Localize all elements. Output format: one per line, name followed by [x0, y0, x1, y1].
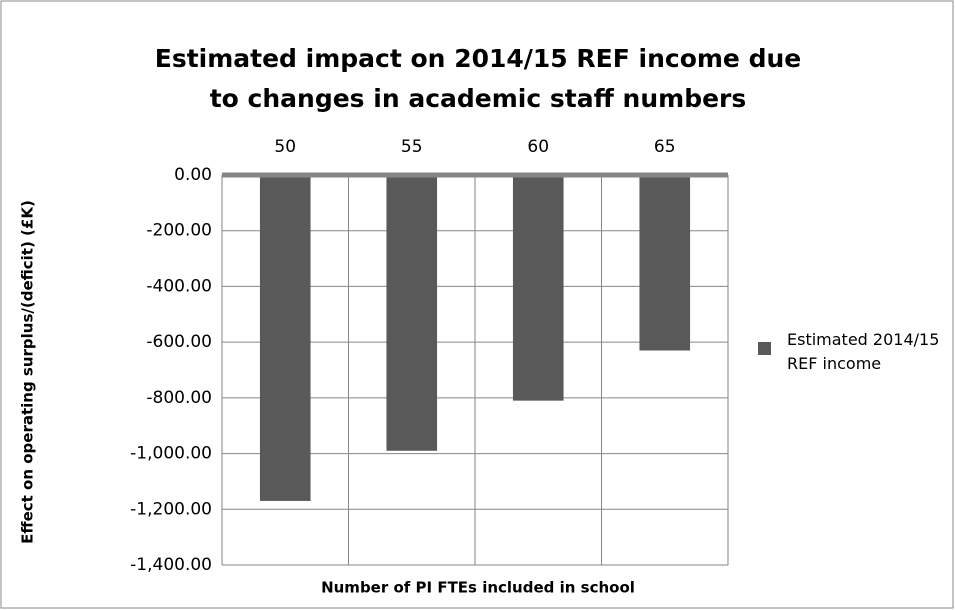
legend-label: Estimated 2014/15 REF income — [787, 330, 940, 373]
y-tick-label: -1,000.00 — [130, 444, 212, 464]
y-tick-label: -400.00 — [146, 276, 212, 296]
y-tick-label: -800.00 — [146, 388, 212, 408]
chart-title: Estimated impact on 2014/15 REF income d… — [155, 44, 801, 113]
y-tick-label: -600.00 — [146, 332, 212, 352]
bar — [386, 175, 438, 451]
y-tick-label: -1,200.00 — [130, 499, 212, 519]
y-tick-label: 0.00 — [174, 165, 212, 185]
y-tick-label: -200.00 — [146, 221, 212, 241]
legend-swatch — [758, 342, 771, 355]
x-tick-label: 50 — [274, 137, 296, 157]
bar — [639, 175, 691, 351]
y-axis-title: Effect on operating surplus/(deficit) (£… — [19, 200, 37, 544]
x-tick-label: 55 — [401, 137, 423, 157]
y-tick-label: -1,400.00 — [130, 555, 212, 575]
x-axis-title: Number of PI FTEs included in school — [321, 579, 635, 597]
x-tick-label: 60 — [527, 137, 549, 157]
bar — [259, 175, 311, 501]
x-tick-label: 65 — [654, 137, 676, 157]
bar — [512, 175, 564, 401]
